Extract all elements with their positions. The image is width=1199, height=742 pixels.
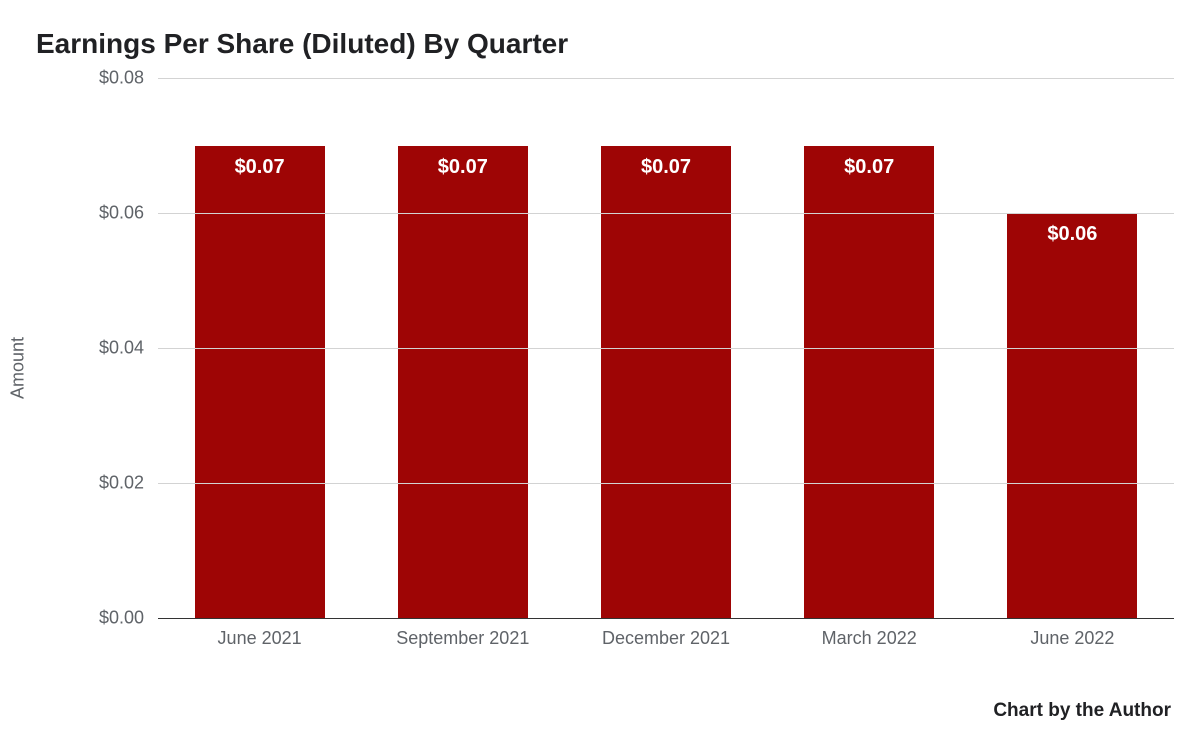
chart-area: Amount $0.07June 2021$0.07September 2021… [50, 78, 1180, 658]
x-tick-label: March 2022 [822, 618, 917, 649]
chart-title: Earnings Per Share (Diluted) By Quarter [36, 28, 1179, 60]
y-tick-label: $0.06 [99, 203, 158, 224]
bar: $0.06 [1007, 213, 1137, 618]
gridline [158, 348, 1174, 349]
y-tick-label: $0.00 [99, 608, 158, 629]
bar: $0.07 [601, 146, 731, 619]
x-tick-label: June 2022 [1030, 618, 1114, 649]
bar: $0.07 [804, 146, 934, 619]
y-tick-label: $0.04 [99, 338, 158, 359]
gridline [158, 618, 1174, 619]
bar-value-label: $0.07 [641, 156, 691, 179]
bar: $0.07 [398, 146, 528, 619]
plot-region: $0.07June 2021$0.07September 2021$0.07De… [158, 78, 1174, 618]
bar-value-label: $0.07 [235, 156, 285, 179]
y-tick-label: $0.08 [99, 68, 158, 89]
bar-value-label: $0.07 [844, 156, 894, 179]
y-tick-label: $0.02 [99, 473, 158, 494]
y-axis-label: Amount [8, 337, 29, 399]
bar-value-label: $0.07 [438, 156, 488, 179]
x-tick-label: September 2021 [396, 618, 529, 649]
gridline [158, 483, 1174, 484]
bar: $0.07 [195, 146, 325, 619]
chart-attribution: Chart by the Author [993, 700, 1171, 722]
x-tick-label: December 2021 [602, 618, 730, 649]
x-tick-label: June 2021 [218, 618, 302, 649]
gridline [158, 213, 1174, 214]
bar-value-label: $0.06 [1047, 223, 1097, 246]
gridline [158, 78, 1174, 79]
